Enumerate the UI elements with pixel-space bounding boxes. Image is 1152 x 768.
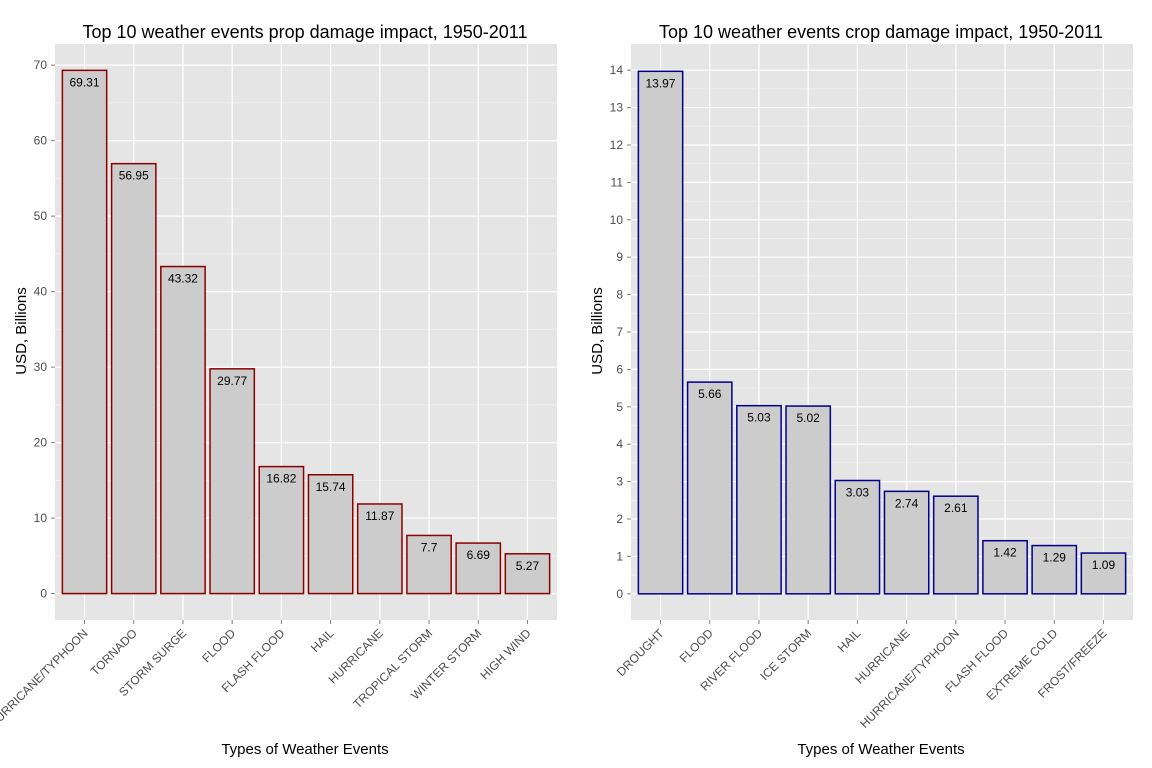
x-axis-label: Types of Weather Events — [221, 741, 388, 758]
bar — [982, 539, 1028, 595]
bar — [883, 490, 930, 595]
y-tick-label: 60 — [34, 134, 48, 148]
x-tick-label: HURRICANE/TYPHOON — [0, 626, 91, 731]
y-tick-label: 8 — [616, 288, 623, 302]
bar — [932, 495, 979, 595]
bar — [356, 503, 403, 595]
bar — [686, 381, 733, 595]
chart-title: Top 10 weather events prop damage impact… — [83, 22, 528, 42]
x-tick-label: HURRICANE/TYPHOON — [857, 626, 962, 731]
bar-value-label: 16.82 — [266, 472, 296, 486]
chart-title: Top 10 weather events crop damage impact… — [659, 22, 1103, 42]
bar — [110, 162, 157, 595]
y-tick-label: 6 — [616, 362, 623, 376]
bar-value-label: 69.31 — [70, 75, 100, 89]
x-tick-label: HIGH WIND — [477, 626, 533, 682]
y-tick-label: 7 — [616, 325, 623, 339]
y-tick-label: 11 — [611, 175, 624, 189]
x-tick-label: ICE STORM — [757, 626, 814, 683]
bar — [209, 368, 256, 595]
y-tick-label: 0 — [616, 587, 623, 601]
y-tick-label: 2 — [616, 512, 623, 526]
bar-value-label: 15.74 — [316, 480, 346, 494]
crop-damage-chart: Top 10 weather events crop damage impact… — [589, 22, 1133, 758]
bar-value-label: 13.97 — [646, 76, 676, 90]
y-tick-label: 70 — [34, 58, 48, 72]
x-tick-label: FLOOD — [677, 626, 716, 665]
y-tick-label: 10 — [610, 213, 624, 227]
bar — [834, 479, 881, 595]
bar — [736, 404, 782, 595]
bar-value-label: 1.29 — [1043, 551, 1067, 565]
bar-value-label: 43.32 — [168, 272, 198, 286]
y-tick-label: 13 — [610, 101, 624, 115]
y-tick-label: 20 — [34, 436, 48, 450]
bar-value-label: 11.87 — [365, 509, 394, 523]
y-tick-label: 50 — [34, 209, 48, 223]
x-tick-label: HAIL — [308, 626, 337, 655]
bar — [160, 265, 206, 595]
y-tick-label: 0 — [40, 587, 47, 601]
bar-value-label: 56.95 — [119, 169, 149, 183]
bar-value-label: 5.03 — [747, 411, 771, 425]
bar-value-label: 2.74 — [895, 496, 919, 510]
y-tick-label: 4 — [616, 437, 623, 451]
x-tick-label: HAIL — [835, 626, 864, 655]
y-tick-label: 40 — [34, 285, 48, 299]
bar — [1031, 544, 1078, 595]
bar-value-label: 1.09 — [1092, 558, 1116, 572]
bar — [455, 542, 502, 595]
bar — [785, 405, 832, 595]
bar — [504, 553, 551, 595]
bar-value-label: 5.02 — [796, 411, 820, 425]
y-tick-label: 30 — [34, 360, 48, 374]
bar — [406, 534, 452, 595]
bar-value-label: 7.7 — [421, 540, 438, 554]
bar-value-label: 3.03 — [846, 485, 870, 499]
y-tick-label: 1 — [616, 549, 623, 563]
y-tick-label: 9 — [616, 250, 623, 264]
x-tick-label: TORNADO — [88, 626, 140, 678]
y-tick-label: 10 — [34, 511, 48, 525]
x-tick-label: FLOOD — [199, 626, 238, 665]
y-axis-label: USD, Billions — [13, 287, 30, 375]
y-tick-label: 12 — [610, 138, 624, 152]
bar-value-label: 2.61 — [944, 501, 968, 515]
bar — [307, 474, 354, 595]
x-axis-label: Types of Weather Events — [797, 741, 964, 758]
bar-value-label: 5.66 — [698, 387, 722, 401]
bar-value-label: 6.69 — [467, 548, 491, 562]
bar — [258, 465, 305, 595]
y-axis-label: USD, Billions — [589, 287, 606, 375]
bar — [637, 70, 684, 595]
bar-value-label: 5.27 — [516, 559, 540, 573]
bar-value-label: 29.77 — [217, 374, 247, 388]
bar — [61, 69, 108, 595]
y-tick-label: 3 — [616, 475, 623, 489]
x-tick-label: DROUGHT — [614, 626, 667, 679]
y-tick-label: 14 — [610, 63, 624, 77]
y-tick-label: 5 — [616, 400, 623, 414]
bar — [1080, 552, 1127, 595]
bar-value-label: 1.42 — [993, 546, 1017, 560]
prop-damage-chart: Top 10 weather events prop damage impact… — [0, 22, 557, 758]
